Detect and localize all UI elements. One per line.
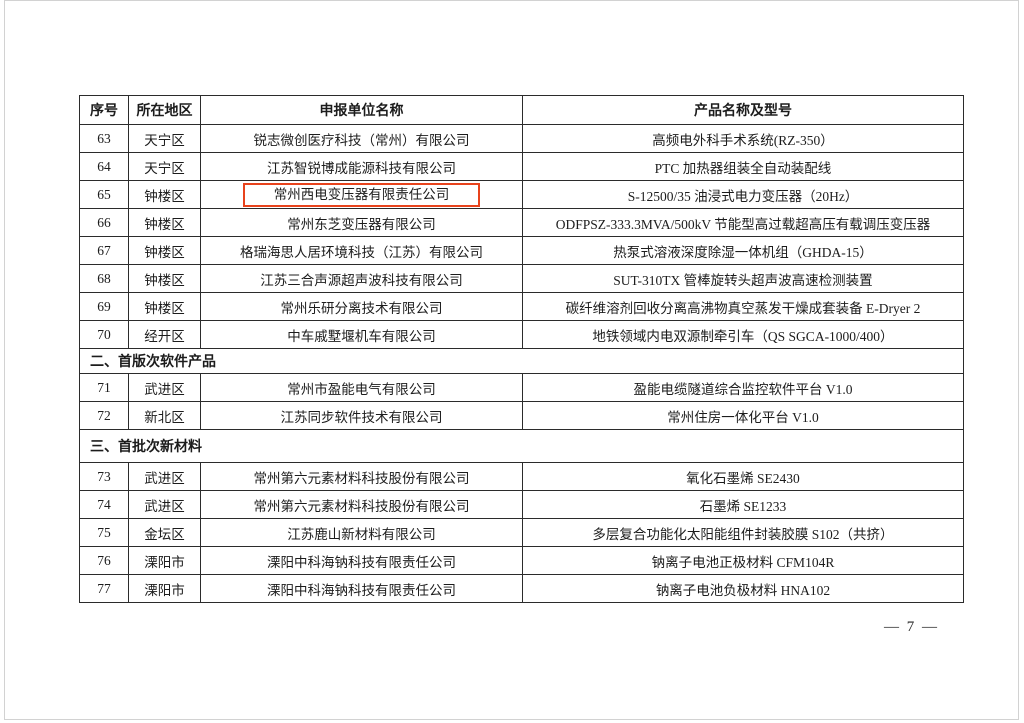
company-cell: 常州市盈能电气有限公司 — [200, 373, 523, 402]
district-cell: 经开区 — [128, 320, 201, 349]
header-company: 申报单位名称 — [200, 95, 523, 125]
seq-cell: 64 — [79, 152, 129, 181]
header-seq: 序号 — [79, 95, 129, 125]
table-row: 69 钟楼区 常州乐研分离技术有限公司 碳纤维溶剂回收分离高沸物真空蒸发干燥成套… — [79, 292, 964, 321]
table-row: 67 钟楼区 格瑞海思人居环境科技（江苏）有限公司 热泵式溶液深度除湿一体机组（… — [79, 236, 964, 265]
table-row: 66 钟楼区 常州东芝变压器有限公司 ODFPSZ-333.3MVA/500kV… — [79, 208, 964, 237]
table-row: 77 溧阳市 溧阳中科海钠科技有限责任公司 钠离子电池负极材料 HNA102 — [79, 574, 964, 603]
seq-cell: 69 — [79, 292, 129, 321]
table-row: 68 钟楼区 江苏三合声源超声波科技有限公司 SUT-310TX 管棒旋转头超声… — [79, 264, 964, 293]
highlight-box: 常州西电变压器有限责任公司 — [242, 182, 481, 207]
product-cell: 高频电外科手术系统(RZ-350） — [522, 124, 964, 153]
products-table: 序号 所在地区 申报单位名称 产品名称及型号 63 天宁区 锐志微创医疗科技（常… — [79, 95, 964, 603]
table-row: 70 经开区 中车戚墅堰机车有限公司 地铁领域内电双源制牵引车（QS SGCA-… — [79, 320, 964, 349]
district-cell: 钟楼区 — [128, 264, 201, 293]
district-cell: 溧阳市 — [128, 574, 201, 603]
seq-cell: 67 — [79, 236, 129, 265]
product-cell: 石墨烯 SE1233 — [522, 490, 964, 519]
product-cell: 钠离子电池正极材料 CFM104R — [522, 546, 964, 575]
product-cell: 热泵式溶液深度除湿一体机组（GHDA-15） — [522, 236, 964, 265]
table-row: 76 溧阳市 溧阳中科海钠科技有限责任公司 钠离子电池正极材料 CFM104R — [79, 546, 964, 575]
table-row: 64 天宁区 江苏智锐博成能源科技有限公司 PTC 加热器组装全自动装配线 — [79, 152, 964, 181]
district-cell: 钟楼区 — [128, 236, 201, 265]
section-row-software: 二、首版次软件产品 — [79, 348, 964, 374]
product-cell: SUT-310TX 管棒旋转头超声波高速检测装置 — [522, 264, 964, 293]
product-cell: ODFPSZ-333.3MVA/500kV 节能型高过载超高压有载调压变压器 — [522, 208, 964, 237]
product-cell: S-12500/35 油浸式电力变压器（20Hz） — [522, 180, 964, 209]
seq-cell: 68 — [79, 264, 129, 293]
seq-cell: 74 — [79, 490, 129, 519]
seq-cell: 72 — [79, 401, 129, 430]
district-cell: 武进区 — [128, 373, 201, 402]
product-cell: 多层复合功能化太阳能组件封装胶膜 S102（共挤） — [522, 518, 964, 547]
district-cell: 溧阳市 — [128, 546, 201, 575]
company-cell: 中车戚墅堰机车有限公司 — [200, 320, 523, 349]
seq-cell: 65 — [79, 180, 129, 209]
seq-cell: 66 — [79, 208, 129, 237]
product-cell: 碳纤维溶剂回收分离高沸物真空蒸发干燥成套装备 E-Dryer 2 — [522, 292, 964, 321]
table-row: 71 武进区 常州市盈能电气有限公司 盈能电缆隧道综合监控软件平台 V1.0 — [79, 373, 964, 402]
company-cell: 江苏智锐博成能源科技有限公司 — [200, 152, 523, 181]
product-cell: 地铁领域内电双源制牵引车（QS SGCA-1000/400） — [522, 320, 964, 349]
district-cell: 钟楼区 — [128, 180, 201, 209]
table-row: 75 金坛区 江苏鹿山新材料有限公司 多层复合功能化太阳能组件封装胶膜 S102… — [79, 518, 964, 547]
company-cell: 常州乐研分离技术有限公司 — [200, 292, 523, 321]
table-row-highlighted: 65 钟楼区 常州西电变压器有限责任公司 S-12500/35 油浸式电力变压器… — [79, 180, 964, 209]
product-cell: 钠离子电池负极材料 HNA102 — [522, 574, 964, 603]
section-title: 二、首版次软件产品 — [79, 348, 964, 374]
seq-cell: 76 — [79, 546, 129, 575]
company-cell: 江苏同步软件技术有限公司 — [200, 401, 523, 430]
district-cell: 金坛区 — [128, 518, 201, 547]
table-row: 63 天宁区 锐志微创医疗科技（常州）有限公司 高频电外科手术系统(RZ-350… — [79, 124, 964, 153]
product-cell: PTC 加热器组装全自动装配线 — [522, 152, 964, 181]
district-cell: 钟楼区 — [128, 292, 201, 321]
section-title: 三、首批次新材料 — [79, 429, 964, 463]
company-cell: 常州第六元素材料科技股份有限公司 — [200, 462, 523, 491]
district-cell: 天宁区 — [128, 124, 201, 153]
header-district: 所在地区 — [128, 95, 201, 125]
table-row: 74 武进区 常州第六元素材料科技股份有限公司 石墨烯 SE1233 — [79, 490, 964, 519]
seq-cell: 77 — [79, 574, 129, 603]
district-cell: 新北区 — [128, 401, 201, 430]
district-cell: 武进区 — [128, 462, 201, 491]
company-cell: 常州西电变压器有限责任公司 — [200, 180, 523, 209]
company-cell: 常州第六元素材料科技股份有限公司 — [200, 490, 523, 519]
product-cell: 盈能电缆隧道综合监控软件平台 V1.0 — [522, 373, 964, 402]
company-text: 常州西电变压器有限责任公司 — [273, 186, 450, 202]
company-cell: 格瑞海思人居环境科技（江苏）有限公司 — [200, 236, 523, 265]
product-cell: 氧化石墨烯 SE2430 — [522, 462, 964, 491]
page-number: — 7 — — [884, 619, 939, 635]
district-cell: 武进区 — [128, 490, 201, 519]
seq-cell: 71 — [79, 373, 129, 402]
seq-cell: 73 — [79, 462, 129, 491]
company-cell: 常州东芝变压器有限公司 — [200, 208, 523, 237]
product-cell: 常州住房一体化平台 V1.0 — [522, 401, 964, 430]
district-cell: 钟楼区 — [128, 208, 201, 237]
seq-cell: 63 — [79, 124, 129, 153]
company-cell: 江苏鹿山新材料有限公司 — [200, 518, 523, 547]
company-cell: 溧阳中科海钠科技有限责任公司 — [200, 546, 523, 575]
table-row: 72 新北区 江苏同步软件技术有限公司 常州住房一体化平台 V1.0 — [79, 401, 964, 430]
table-row: 73 武进区 常州第六元素材料科技股份有限公司 氧化石墨烯 SE2430 — [79, 462, 964, 491]
seq-cell: 70 — [79, 320, 129, 349]
header-product: 产品名称及型号 — [522, 95, 964, 125]
section-row-materials: 三、首批次新材料 — [79, 429, 964, 463]
company-cell: 江苏三合声源超声波科技有限公司 — [200, 264, 523, 293]
district-cell: 天宁区 — [128, 152, 201, 181]
seq-cell: 75 — [79, 518, 129, 547]
company-cell: 溧阳中科海钠科技有限责任公司 — [200, 574, 523, 603]
table-header-row: 序号 所在地区 申报单位名称 产品名称及型号 — [79, 95, 964, 125]
company-cell: 锐志微创医疗科技（常州）有限公司 — [200, 124, 523, 153]
